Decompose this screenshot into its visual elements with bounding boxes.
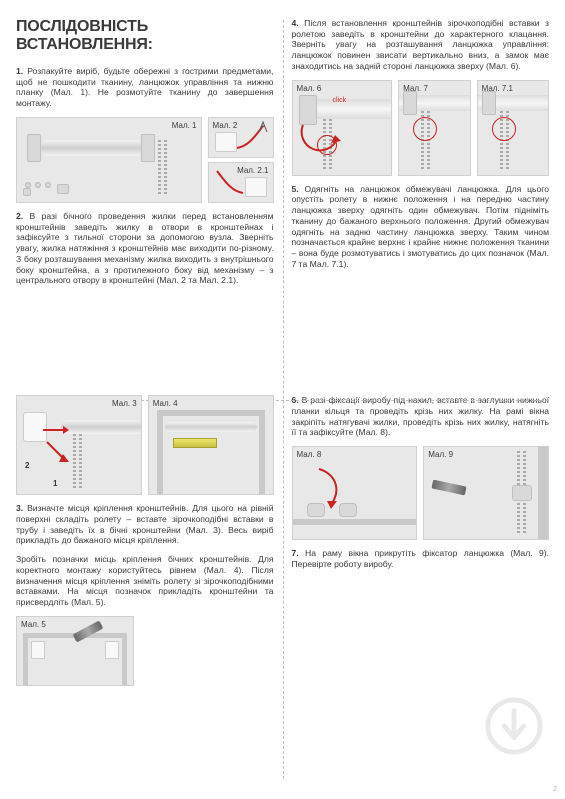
fig3-label: Мал. 3 <box>112 399 137 408</box>
figure-6: Мал. 6 click <box>292 80 393 176</box>
fig-row-5: Мал. 5 <box>16 616 274 686</box>
fig9-label: Мал. 9 <box>428 450 453 459</box>
step6-text: 6. В разі фіксації виробу під нахил, вст… <box>292 395 550 438</box>
figure-8: Мал. 8 <box>292 446 418 540</box>
click-label: click <box>333 97 347 104</box>
step2-text: 2. В разі бічного проведення жилки перед… <box>16 211 274 286</box>
step1-text: 1. Розпакуйте виріб, будьте обережні з г… <box>16 66 274 109</box>
figure-2: Мал. 2 <box>208 117 274 158</box>
fig4-label: Мал. 4 <box>153 399 178 408</box>
figure-7-1: Мал. 7.1 <box>477 80 549 176</box>
figure-5: Мал. 5 <box>16 616 134 686</box>
figure-2-1: Мал. 2.1 <box>208 162 274 203</box>
fig-row-1: Мал. 1 Мал. 2 Ма <box>16 117 274 203</box>
fig1-label: Мал. 1 <box>172 121 197 130</box>
fig-row-3-4: Мал. 3 2 1 Мал. 4 <box>16 395 274 495</box>
fig7-label: Мал. 7 <box>403 84 428 93</box>
figure-3: Мал. 3 2 1 <box>16 395 142 495</box>
fig21-label: Мал. 2.1 <box>237 166 268 175</box>
figure-9: Мал. 9 <box>423 446 549 540</box>
page-number: 2 <box>553 786 557 793</box>
page-title: ПОСЛІДОВНІСТЬ ВСТАНОВЛЕННЯ: <box>16 18 274 54</box>
quadrant-top-left: ПОСЛІДОВНІСТЬ ВСТАНОВЛЕННЯ: 1. Розпакуйт… <box>16 18 274 381</box>
fig2-label: Мал. 2 <box>213 121 238 130</box>
step7-text: 7. На раму вікна прикрутіть фіксатор лан… <box>292 548 550 569</box>
step5-text: 5. Одягніть на ланцюжок обмежувачі ланцю… <box>292 184 550 270</box>
step3-text: 3. Визначте місця кріплення кронштейнів.… <box>16 503 274 546</box>
fig8-label: Мал. 8 <box>297 450 322 459</box>
figure-1: Мал. 1 <box>16 117 202 203</box>
step3b-text: Зробіть позначки місць кріплення бічних … <box>16 554 274 608</box>
fig5-label: Мал. 5 <box>21 620 46 629</box>
step4-text: 4. Після встановлення кронштейнів зірочк… <box>292 18 550 72</box>
fig-row-8-9: Мал. 8 Мал. 9 <box>292 446 550 540</box>
fig-row-6-7: Мал. 6 click Мал. 7 Мал. 7.1 <box>292 80 550 176</box>
figure-7: Мал. 7 <box>398 80 470 176</box>
quadrant-top-right: 4. Після встановлення кронштейнів зірочк… <box>292 18 550 381</box>
fig71-label: Мал. 7.1 <box>482 84 513 93</box>
fig6-label: Мал. 6 <box>297 84 322 93</box>
watermark-icon <box>485 697 543 755</box>
quadrant-bottom-left: Мал. 3 2 1 Мал. 4 3. Визначте місця кріп… <box>16 395 274 781</box>
figure-4: Мал. 4 <box>148 395 274 495</box>
